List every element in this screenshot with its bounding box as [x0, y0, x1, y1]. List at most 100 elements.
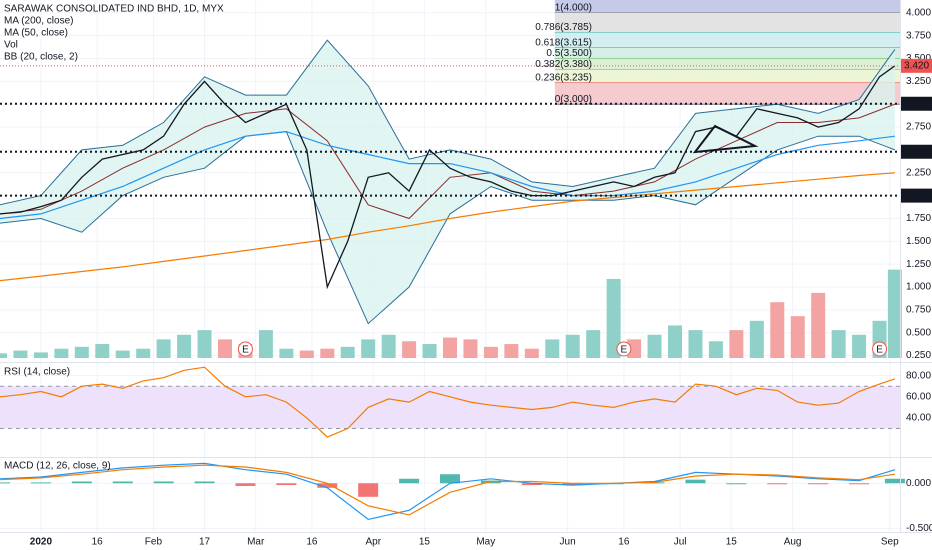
volume-bar [197, 330, 212, 358]
volume-bar [13, 350, 28, 358]
volume-bar [647, 334, 662, 358]
macd-histogram-bar [521, 483, 542, 486]
macd-histogram-bar [71, 481, 92, 484]
rsi-pane [0, 366, 900, 438]
price-label: 2.480 [904, 146, 929, 157]
volume-bar [177, 334, 192, 358]
x-tick-label: Sep [881, 537, 899, 548]
x-tick-label: 16 [306, 537, 318, 548]
price-label-box [901, 144, 932, 159]
volume-bar [74, 346, 89, 358]
volume-bar [54, 348, 69, 358]
macd-histogram-bar [685, 479, 706, 484]
bb-lower [0, 131, 896, 325]
chart-title: SARAWAK CONSOLIDATED IND BHD, 1D, MYX [4, 4, 224, 15]
fib-band [554, 0, 900, 13]
event-label: E [621, 345, 628, 356]
volume-bar [504, 344, 519, 358]
bb-upper [0, 39, 896, 206]
event-label: E [242, 345, 249, 356]
macd-histogram-bar [399, 478, 420, 484]
fib-band [554, 82, 900, 105]
x-tick-label: Mar [247, 537, 265, 548]
volume-bar [668, 325, 682, 358]
rsi-title: RSI (14, close) [4, 367, 70, 378]
volume-bar [258, 330, 273, 358]
volume-bar [606, 278, 621, 358]
last-price-label: 3.420 [904, 60, 929, 71]
volume-bar [115, 350, 130, 358]
event-marker [872, 341, 888, 357]
x-tick-label: Apr [366, 537, 382, 548]
volume-bar [279, 348, 294, 358]
y-tick-label: 4.000 [906, 7, 931, 18]
x-tick-label: Feb [145, 537, 163, 548]
macd-histogram-bar [194, 481, 215, 484]
volume-bar [136, 348, 151, 358]
macd-histogram-bar [276, 483, 297, 486]
volume-bar [749, 320, 764, 358]
y-tick-label: 3.250 [906, 76, 931, 87]
volume-bar [831, 330, 846, 358]
volume-bar [887, 269, 902, 358]
volume-bar [422, 344, 437, 358]
legend-entry: BB (20, close, 2) [4, 52, 78, 63]
volume-bar [95, 344, 110, 358]
y-tick-label: 40.00 [906, 413, 931, 424]
x-tick-label: 17 [199, 537, 211, 548]
price-label: 3.005 [904, 98, 929, 109]
macd-histogram-bar [112, 481, 133, 484]
x-tick-label: 15 [726, 537, 738, 548]
macd-histogram-bar [884, 478, 905, 484]
y-tick-label: 0.750 [906, 305, 931, 316]
fib-label: 0.236(3.235) [535, 72, 592, 83]
y-tick-label: 3.750 [906, 30, 931, 41]
volume-bar [565, 334, 580, 358]
fib-band [554, 69, 900, 83]
volume-bar [627, 339, 642, 358]
x-tick-label: May [476, 537, 495, 548]
volume-bar [708, 341, 723, 358]
price-label-box [901, 188, 932, 203]
fib-label: 0.382(3.380) [535, 59, 592, 70]
legend-entry: Vol [4, 40, 18, 51]
price-label-box [901, 96, 932, 111]
price-line [0, 65, 896, 290]
y-tick-label: 1.750 [906, 213, 931, 224]
event-marker [237, 341, 253, 357]
volume-bar [463, 339, 478, 358]
volume-bar [524, 348, 539, 358]
rsi-band [0, 386, 900, 429]
price-pane: 1(4.000) 0.786(3.785) 0.618(3.615)0.5(3.50… [0, 0, 902, 358]
y-tick-label: 0.000 [906, 478, 931, 489]
series-line [0, 172, 895, 282]
x-tick-label: 2020 [30, 537, 53, 548]
volume-bar [156, 339, 171, 358]
volume-bar [483, 346, 498, 358]
y-tick-label: 0.500 [906, 327, 931, 338]
volume-bar [320, 348, 335, 358]
volume-bar [0, 353, 7, 358]
y-tick-label: 1.250 [906, 259, 931, 270]
y-tick-label: 60.00 [906, 391, 931, 402]
x-tick-label: 16 [92, 537, 104, 548]
y-tick-label: 1.500 [906, 236, 931, 247]
macd-histogram-bar [0, 482, 10, 484]
x-tick-label: Jul [674, 537, 687, 548]
volume-bar [218, 339, 232, 358]
series-line [0, 130, 895, 220]
macd-histogram-bar [317, 483, 338, 488]
x-tick-label: Aug [784, 537, 802, 548]
volume-bar [33, 352, 48, 358]
macd-histogram-bar [808, 483, 829, 485]
macd-histogram-bar [235, 483, 256, 486]
y-tick-label: 3.500 [906, 53, 931, 64]
volume-bar [402, 341, 417, 358]
series-line [0, 464, 895, 516]
volume-bar [586, 330, 601, 358]
x-tick-label: 15 [419, 537, 431, 548]
fib-label: 0(3.000) [555, 94, 592, 105]
fib-band [554, 32, 900, 48]
